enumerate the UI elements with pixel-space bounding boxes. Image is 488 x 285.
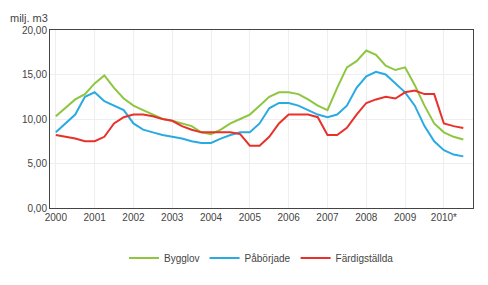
svg-text:2000: 2000: [45, 212, 68, 223]
svg-text:0,00: 0,00: [28, 203, 48, 214]
svg-text:2004: 2004: [200, 212, 223, 223]
svg-text:2007: 2007: [316, 212, 339, 223]
svg-text:Påbörjade: Påbörjade: [245, 253, 291, 264]
svg-text:15,00: 15,00: [22, 69, 47, 80]
svg-text:milj. m3: milj. m3: [10, 12, 48, 24]
svg-text:10,00: 10,00: [22, 114, 47, 125]
svg-text:2006: 2006: [278, 212, 301, 223]
svg-text:2003: 2003: [161, 212, 184, 223]
svg-text:Bygglov: Bygglov: [164, 253, 200, 264]
svg-text:Färdigställda: Färdigställda: [336, 253, 394, 264]
svg-text:5,00: 5,00: [28, 158, 48, 169]
svg-text:2002: 2002: [122, 212, 145, 223]
svg-text:2010*: 2010*: [431, 212, 457, 223]
svg-text:2001: 2001: [84, 212, 107, 223]
svg-text:2005: 2005: [239, 212, 262, 223]
svg-text:20,00: 20,00: [22, 25, 47, 36]
svg-text:2009: 2009: [394, 212, 417, 223]
svg-text:2008: 2008: [355, 212, 378, 223]
